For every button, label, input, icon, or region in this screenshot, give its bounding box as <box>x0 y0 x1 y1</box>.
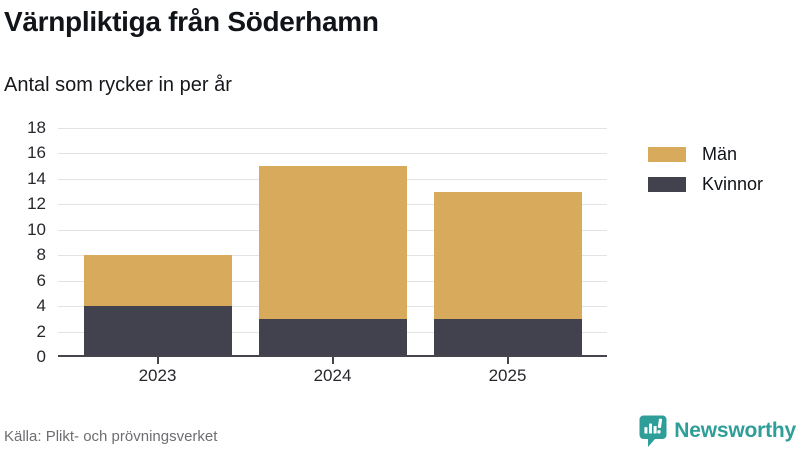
x-axis-tick <box>156 357 159 364</box>
legend-item-män: Män <box>648 144 763 165</box>
y-tick-label: 0 <box>36 347 46 366</box>
bar-segment-män-2024 <box>258 166 407 319</box>
y-tick-label: 4 <box>36 296 46 316</box>
y-tick-label: 6 <box>36 270 46 290</box>
newsworthy-logo: Newsworthy <box>639 414 796 448</box>
grid-line <box>58 128 607 129</box>
y-tick-label: 10 <box>27 219 46 239</box>
newsworthy-wordmark: Newsworthy <box>674 419 796 442</box>
chart-subtitle: Antal som rycker in per år <box>4 74 232 96</box>
legend-label: Kvinnor <box>702 174 764 194</box>
bar-segment-män-2023 <box>83 255 232 307</box>
y-tick-label: 12 <box>27 194 46 214</box>
y-tick-label: 8 <box>36 245 46 265</box>
bar-segment-kvinnor-2025 <box>433 318 582 357</box>
legend-label: Män <box>702 144 738 164</box>
y-tick-label: 14 <box>27 168 46 188</box>
x-tick-label: 2024 <box>313 366 352 385</box>
legend-swatch <box>648 147 686 162</box>
x-axis-line <box>58 355 607 357</box>
x-tick-label: 2025 <box>488 366 527 385</box>
x-axis-tick <box>331 357 334 364</box>
bar-segment-kvinnor-2024 <box>258 318 407 357</box>
chart-title: Värnpliktiga från Söderhamn <box>4 6 379 37</box>
newsworthy-bar-chart-bubble-icon <box>639 415 667 447</box>
grid-line <box>58 153 607 155</box>
x-axis-tick <box>506 357 509 364</box>
bar-segment-män-2025 <box>433 191 582 319</box>
legend-swatch <box>648 177 686 192</box>
y-tick-label: 16 <box>27 143 46 163</box>
source-note: Källa: Plikt- och prövningsverket <box>4 428 218 445</box>
x-tick-label: 2023 <box>138 366 177 385</box>
y-tick-label: 2 <box>36 321 46 341</box>
y-tick-label: 18 <box>27 118 46 137</box>
legend: Män Kvinnor <box>648 144 763 195</box>
bar-segment-kvinnor-2023 <box>83 306 232 357</box>
legend-item-kvinnor: Kvinnor <box>648 174 763 195</box>
plot-area <box>58 128 607 364</box>
